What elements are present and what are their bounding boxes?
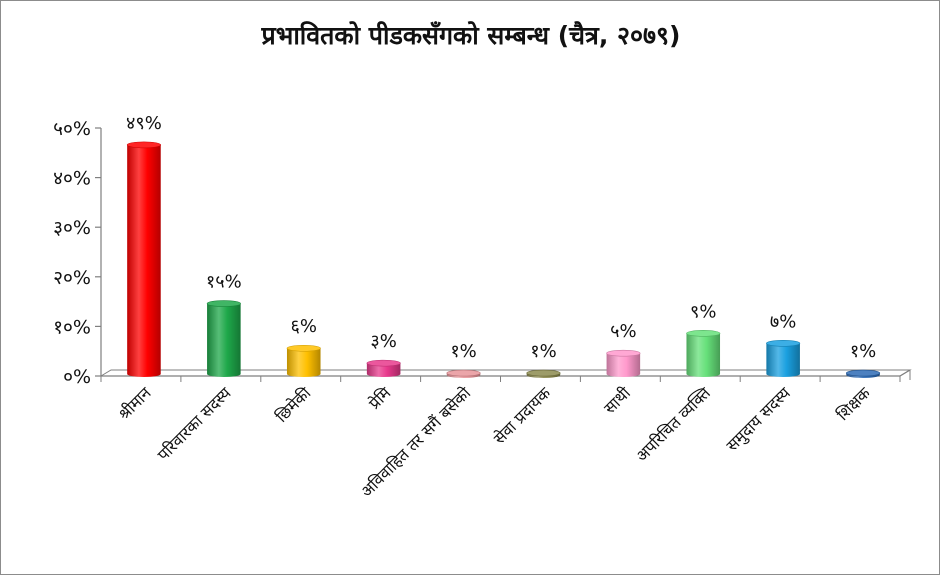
x-tick-label: परिवारका सदस्य — [154, 383, 236, 465]
bar — [286, 348, 321, 377]
x-tick-label: साथी — [600, 383, 635, 418]
y-tick-label: ५०% — [53, 118, 91, 140]
bar-top — [606, 349, 641, 357]
y-tick-label: ३०% — [53, 217, 91, 239]
bar — [606, 353, 641, 377]
data-label: ७% — [770, 311, 796, 332]
bar-top — [446, 369, 481, 377]
x-tick-label: अपरिचित व्यक्ति — [632, 383, 715, 466]
data-label: ५% — [610, 321, 636, 342]
x-tick-label: श्रीमान — [114, 383, 155, 424]
x-tick-label: प्रेमि — [365, 383, 395, 413]
x-tick-label: समुदाय सदस्य — [722, 383, 795, 456]
y-tick-label: ४०% — [53, 168, 91, 190]
data-label: १५% — [206, 272, 242, 293]
x-axis-end — [899, 369, 911, 377]
x-tick-label: सेवा प्रदायक — [490, 383, 555, 448]
bar-top — [845, 369, 881, 377]
bar-top — [286, 344, 321, 352]
bar-top — [526, 369, 561, 377]
data-label: ९% — [690, 301, 716, 322]
data-label: ६% — [291, 316, 317, 337]
chart-title: प्रभावितको पीडकसँगको सम्बन्ध (चैत्र, २०७… — [261, 21, 681, 50]
data-label: ४९% — [126, 113, 162, 134]
y-tick-label: १०% — [53, 316, 91, 338]
bar — [686, 333, 721, 377]
bar-top — [686, 330, 721, 337]
x-tick-label: शिक्षक — [833, 383, 874, 424]
bar-top — [366, 359, 401, 367]
data-label: १% — [850, 341, 876, 362]
x-tick-label: छिमेकी — [272, 383, 315, 426]
bar-top — [126, 141, 162, 149]
y-tick-label: ०% — [63, 366, 91, 388]
data-label: ३% — [370, 331, 396, 352]
bar — [127, 144, 161, 377]
bar — [207, 303, 241, 377]
y-tick-label: २०% — [53, 267, 91, 289]
bar — [366, 363, 401, 377]
bar — [766, 343, 800, 377]
bar-top — [206, 300, 241, 307]
bar-top — [766, 339, 801, 347]
data-label: १% — [450, 341, 476, 362]
data-label: १% — [530, 341, 556, 362]
